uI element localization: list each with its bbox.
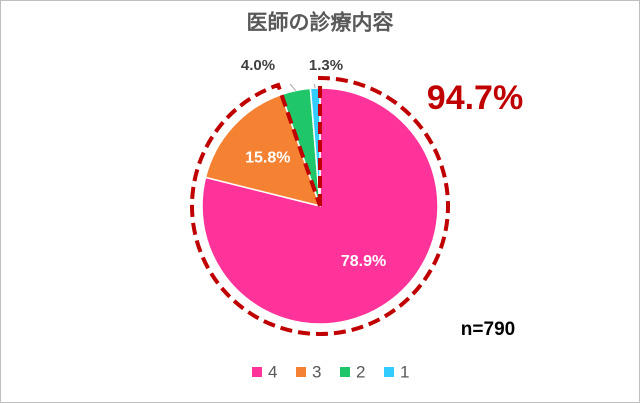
legend-label: 1 [400,362,409,381]
leader-line [313,83,316,89]
legend-swatch [340,367,350,377]
data-label: 1.3% [309,57,343,74]
pie-slice [204,93,322,208]
leader-line [289,83,297,91]
annotation: n=790 [461,319,515,340]
data-label: 4.0% [241,57,275,74]
legend-label: 2 [356,362,365,381]
highlight-outline [190,75,450,336]
data-label: 15.8% [245,149,290,166]
legend-swatch [252,367,262,377]
pie-slice [201,87,439,325]
legend-label: 4 [268,362,277,381]
chart-title: 医師の診療内容 [247,11,394,35]
legend-swatch [384,367,394,377]
legend-swatch [296,367,306,377]
annotation: 94.7% [427,79,523,117]
data-label: 78.9% [341,253,386,270]
legend-label: 3 [312,362,321,381]
